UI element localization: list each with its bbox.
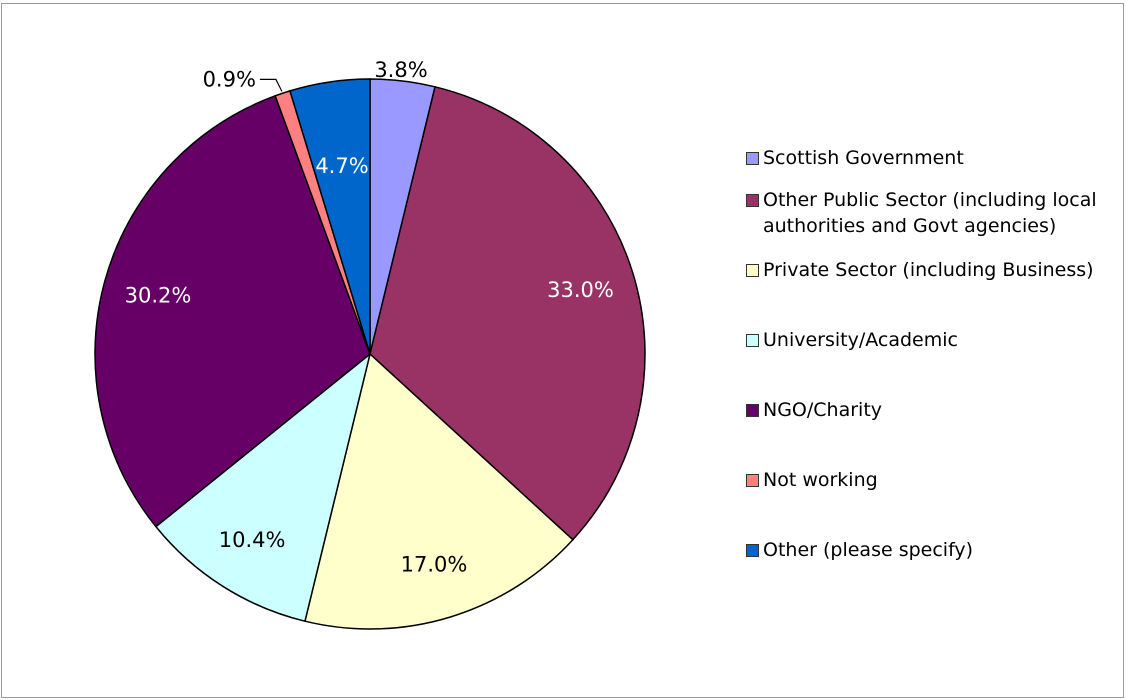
legend-item-other: Other (please specify) bbox=[746, 537, 973, 563]
pie-slice bbox=[304, 352, 574, 630]
slice-value-label: 33.0% bbox=[547, 278, 614, 302]
legend: Scottish Government Other Public Sector … bbox=[746, 0, 1121, 700]
legend-label: University/Academic bbox=[763, 329, 958, 351]
legend-item-other-public-sector: Other Public Sector (including local aut… bbox=[746, 187, 1097, 239]
legend-item-ngo-charity: NGO/Charity bbox=[746, 397, 882, 423]
legend-item-not-working: Not working bbox=[746, 467, 878, 493]
legend-swatch bbox=[746, 264, 759, 277]
legend-swatch bbox=[746, 152, 759, 165]
slice-value-label: 10.4% bbox=[219, 528, 286, 552]
slice-value-label: 30.2% bbox=[125, 283, 192, 307]
legend-swatch bbox=[746, 404, 759, 417]
slice-value-label: 3.8% bbox=[374, 58, 427, 82]
legend-item-university-academic: University/Academic bbox=[746, 327, 958, 353]
legend-label: Other Public Sector (including local aut… bbox=[763, 189, 1097, 237]
legend-label: Scottish Government bbox=[763, 147, 964, 169]
slice-value-label: 0.9% bbox=[203, 67, 256, 91]
legend-label: Private Sector (including Business) bbox=[763, 259, 1094, 281]
slice-value-label: 4.7% bbox=[315, 154, 368, 178]
legend-swatch bbox=[746, 194, 759, 207]
legend-item-scottish-government: Scottish Government bbox=[746, 145, 964, 171]
legend-label: Not working bbox=[763, 469, 878, 491]
legend-swatch bbox=[746, 334, 759, 347]
legend-label: NGO/Charity bbox=[763, 399, 883, 421]
leader-line bbox=[259, 78, 283, 92]
legend-label: Other (please specify) bbox=[763, 539, 974, 561]
pie-slice bbox=[369, 85, 646, 541]
pie-slice bbox=[94, 94, 371, 528]
pie-slice bbox=[154, 352, 372, 623]
pie-slice bbox=[289, 78, 371, 355]
legend-swatch bbox=[746, 544, 759, 557]
legend-item-private-sector: Private Sector (including Business) bbox=[746, 257, 1094, 283]
slice-value-label: 17.0% bbox=[401, 553, 468, 577]
legend-swatch bbox=[746, 474, 759, 487]
